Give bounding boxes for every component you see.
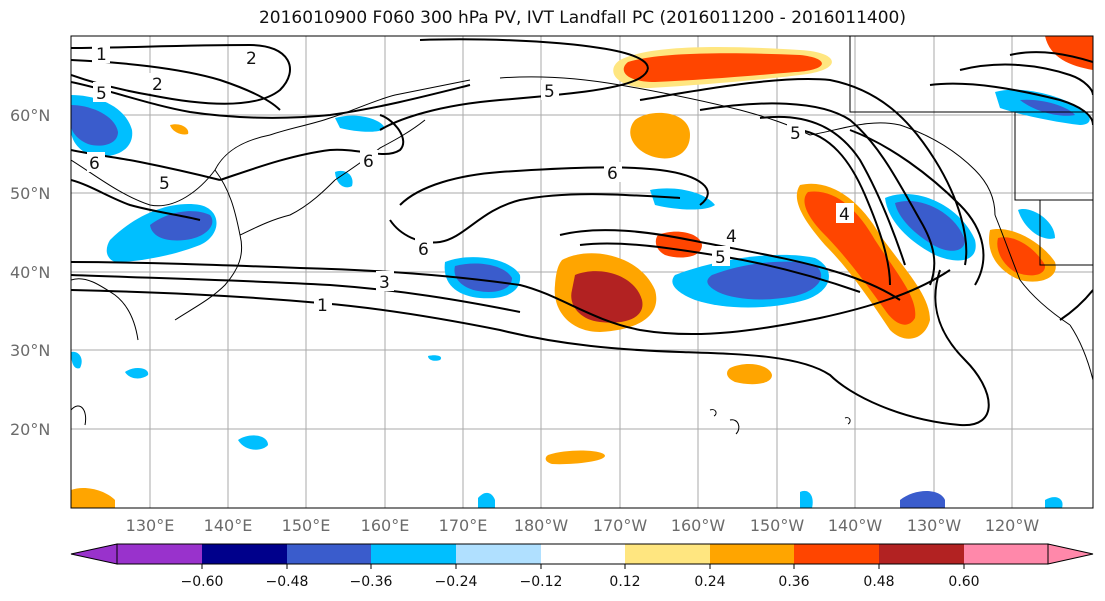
lon-label: 150°E xyxy=(282,516,331,535)
lat-label: 30°N xyxy=(10,341,50,360)
colorbar-segment xyxy=(541,544,625,564)
lat-label: 60°N xyxy=(10,106,50,125)
colorbar-tick: 0.36 xyxy=(778,574,809,590)
contour-label: 5 xyxy=(790,124,801,144)
lon-label: 150°W xyxy=(750,516,805,535)
contour-labels: 1 2 2 5 5 5 5 6 6 6 6 4 4 5 xyxy=(87,43,854,316)
colorbar-tick: −0.24 xyxy=(435,574,478,590)
borders xyxy=(849,36,1093,266)
contour-label: 3 xyxy=(379,273,390,293)
colorbar-segment xyxy=(456,544,541,564)
colorbar-segment xyxy=(202,544,287,564)
contour-label: 1 xyxy=(96,45,107,65)
longitude-labels: 130°E 140°E 150°E 160°E 170°E 180°W 170°… xyxy=(126,516,1040,535)
colorbar-segment xyxy=(794,544,879,564)
lon-label: 180°W xyxy=(514,516,569,535)
map-border xyxy=(70,35,1094,509)
colorbar-tick: 0.48 xyxy=(863,574,894,590)
colorbar-tick: 0.60 xyxy=(948,574,979,590)
lon-label: 140°W xyxy=(828,516,883,535)
coastlines xyxy=(71,76,1093,435)
colorbar-tick: −0.36 xyxy=(350,574,393,590)
colorbar-segment xyxy=(964,544,1048,564)
colorbar-tick: −0.12 xyxy=(520,574,563,590)
colorbar-segment xyxy=(287,544,371,564)
colorbar-tick: 0.24 xyxy=(694,574,725,590)
colorbar-tick: 0.12 xyxy=(609,574,640,590)
lon-label: 170°E xyxy=(439,516,488,535)
colorbar-segment xyxy=(710,544,794,564)
lon-label: 170°W xyxy=(593,516,648,535)
map-title: 2016010900 F060 300 hPa PV, IVT Landfall… xyxy=(258,8,906,28)
colorbar-extend-high xyxy=(1047,543,1094,565)
contour-label: 6 xyxy=(363,152,374,172)
lat-label: 20°N xyxy=(10,420,50,439)
contour-label: 6 xyxy=(89,154,100,174)
latitude-labels: 60°N 50°N 40°N 30°N 20°N xyxy=(10,106,50,439)
lon-label: 160°W xyxy=(671,516,726,535)
positive-anomalies xyxy=(71,36,1093,508)
contour-label: 5 xyxy=(544,82,555,102)
lon-label: 160°E xyxy=(361,516,410,535)
lon-label: 130°E xyxy=(126,516,175,535)
lon-label: 120°W xyxy=(985,516,1040,535)
colorbar-segment xyxy=(625,544,710,564)
lon-label: 130°W xyxy=(907,516,962,535)
contour-label: 5 xyxy=(715,248,726,268)
lat-label: 40°N xyxy=(10,263,50,282)
colorbar-tick: −0.48 xyxy=(266,574,309,590)
colorbar-tick: −0.60 xyxy=(181,574,224,590)
contour-label: 6 xyxy=(418,240,429,260)
gridlines xyxy=(71,36,1093,508)
colorbar-segment xyxy=(117,544,202,564)
contour-label: 5 xyxy=(159,174,170,194)
contour-label: 5 xyxy=(96,84,107,104)
contour-label: 1 xyxy=(317,296,328,316)
colorbar-segment xyxy=(371,544,456,564)
contour-label: 4 xyxy=(726,227,737,247)
contour-label: 2 xyxy=(152,75,163,95)
lat-label: 50°N xyxy=(10,184,50,203)
colorbar-segment xyxy=(879,544,964,564)
contour-label: 4 xyxy=(839,205,850,225)
colorbar-extend-low xyxy=(70,543,118,565)
contour-label: 2 xyxy=(246,49,257,69)
colorbar: −0.60 −0.48 −0.36 −0.24 −0.12 0.12 0.24 … xyxy=(70,543,1094,590)
contour-label: 6 xyxy=(607,164,618,184)
lon-label: 140°E xyxy=(204,516,253,535)
